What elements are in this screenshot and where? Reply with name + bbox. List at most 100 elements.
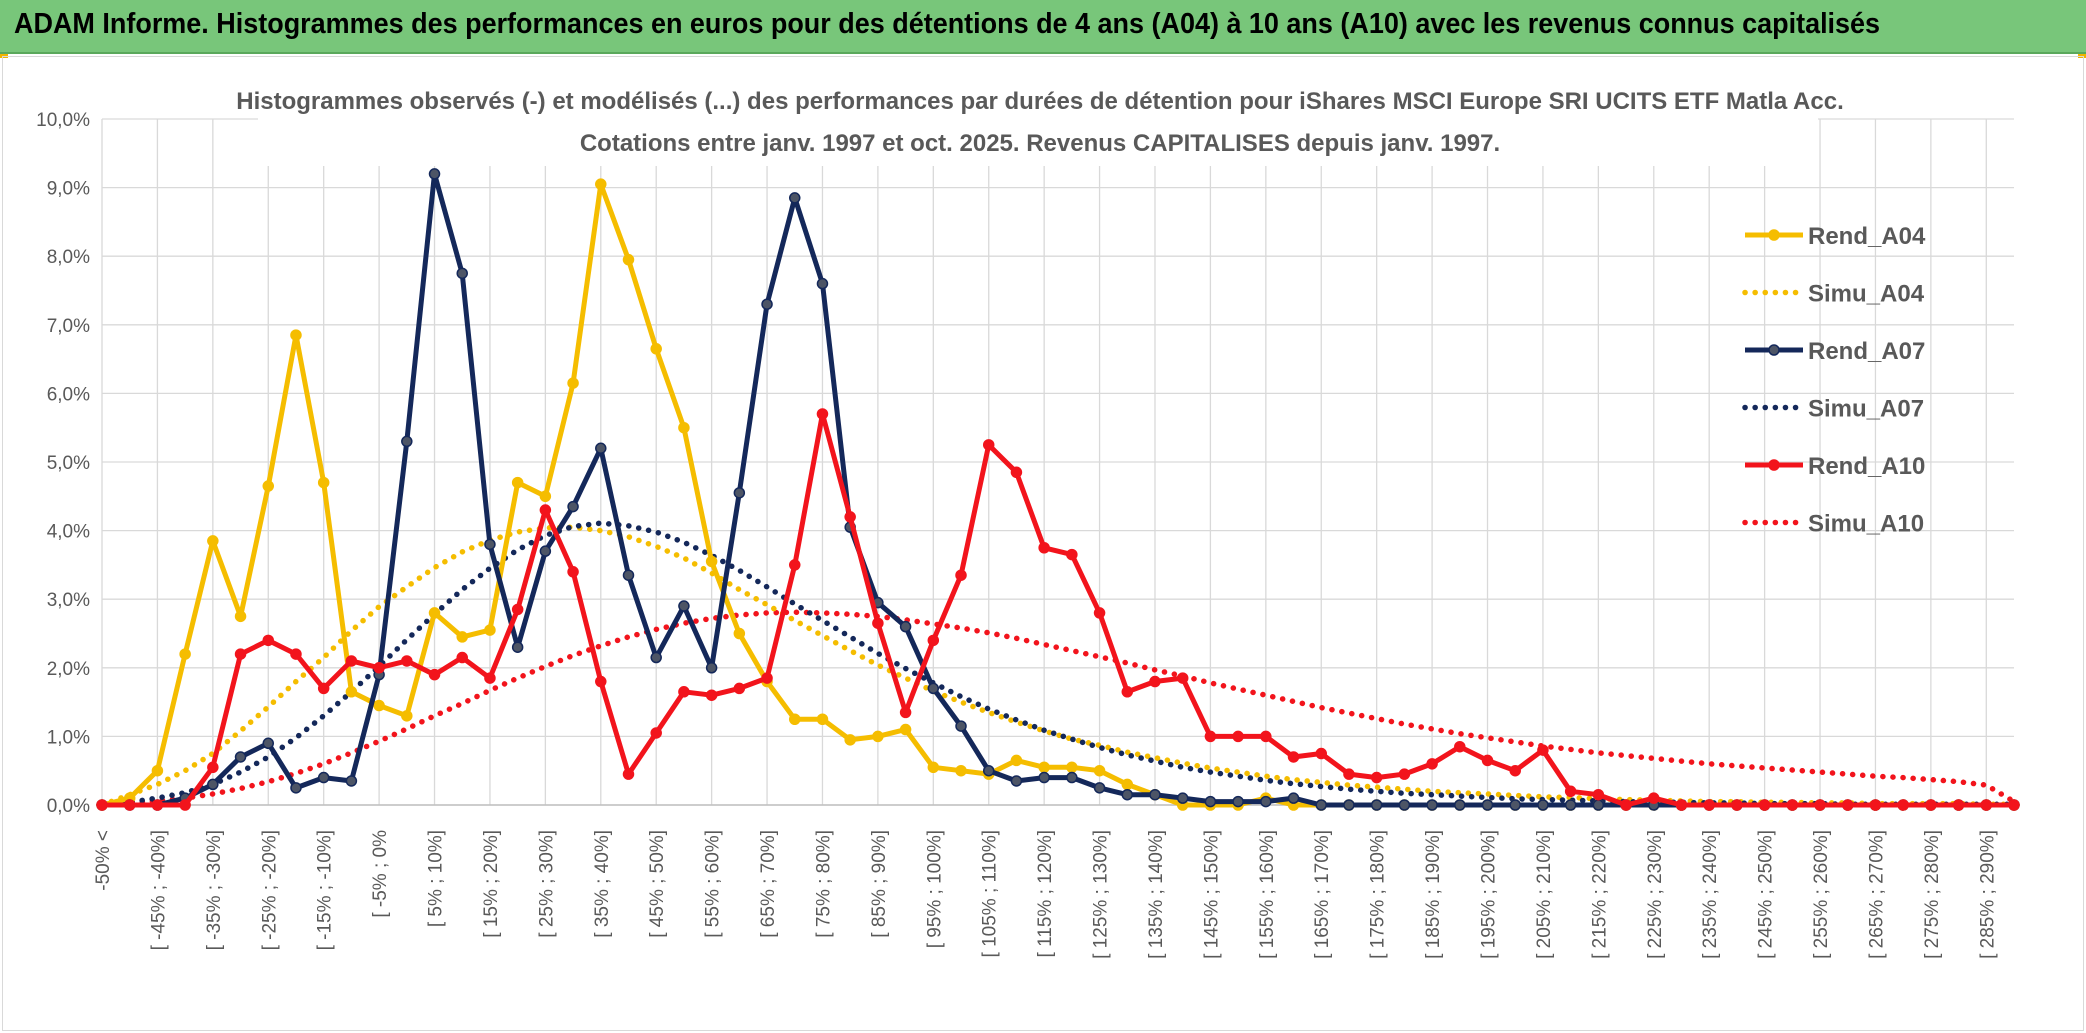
data-point (1232, 795, 1244, 808)
data-point (511, 603, 524, 616)
legend-label: Simu_A04 (1808, 281, 1925, 308)
data-point (595, 675, 607, 688)
data-point (179, 799, 191, 811)
x-axis: -50% < [ -45% ; -40%] [ -35% ; -30%] [ -25%… (93, 804, 2014, 959)
x-tick-label: [ 85% ; 90%] (869, 830, 890, 938)
data-point (1343, 768, 1355, 780)
data-point (317, 771, 330, 784)
data-point (1260, 730, 1272, 743)
x-tick-label: [ -25% ; -20%] (259, 830, 280, 950)
data-point (816, 713, 829, 725)
data-point (1315, 747, 1327, 760)
series-markers-rend-a10 (96, 408, 2020, 811)
x-tick-label: [ 205% ; 210%] (1534, 830, 1555, 959)
data-point (1841, 799, 1854, 811)
data-point (1370, 771, 1383, 784)
legend-marker (1768, 459, 1780, 471)
data-point (1731, 799, 1743, 811)
data-point (1758, 799, 1771, 811)
x-tick-label: [ 215% ; 220%] (1589, 830, 1610, 959)
data-point (456, 631, 468, 643)
data-point (428, 168, 441, 180)
data-point (622, 253, 635, 266)
data-point (1869, 799, 1882, 811)
data-point (982, 439, 995, 451)
data-point (511, 476, 524, 489)
x-tick-label: [ 245% ; 250%] (1756, 830, 1777, 959)
series-line-simu-a10 (99, 609, 2017, 808)
legend-label: Simu_A10 (1808, 511, 1924, 538)
x-tick-label: [ 255% ; 260%] (1811, 830, 1832, 959)
data-point (1564, 785, 1577, 798)
legend: Rend_A04 Simu_A04 Rend_A07 Simu_A07 Rend_A10… (1742, 223, 1926, 538)
data-point (1204, 730, 1217, 743)
x-tick-label: [ 115% ; 120%] (1035, 830, 1056, 957)
data-point (789, 713, 801, 725)
data-point (262, 480, 275, 492)
data-point (1398, 799, 1411, 811)
x-tick-label: [ 5% ; 10%] (426, 830, 447, 927)
data-point (872, 730, 884, 743)
data-point (927, 682, 940, 695)
data-point (872, 617, 884, 629)
data-point (1786, 799, 1799, 811)
data-point (262, 737, 275, 750)
data-point (1703, 799, 1715, 811)
data-point (373, 662, 385, 674)
data-point (678, 600, 690, 612)
data-point (761, 672, 773, 684)
y-tick-label: 10,0% (36, 110, 90, 131)
data-point (705, 662, 718, 674)
data-point (539, 504, 552, 516)
data-point (1592, 799, 1605, 811)
data-point (484, 624, 496, 636)
data-point (844, 734, 856, 746)
data-point (816, 408, 829, 420)
y-tick-label: 2,0% (47, 659, 90, 680)
data-point (1370, 799, 1383, 811)
data-point (456, 651, 468, 664)
data-point (1149, 675, 1161, 688)
data-point (207, 778, 219, 791)
data-point (844, 511, 856, 523)
data-point (1426, 799, 1438, 811)
data-point (207, 761, 219, 774)
data-point (234, 648, 247, 660)
data-point (650, 651, 662, 664)
data-point (982, 764, 995, 777)
x-tick-label: [ 75% ; 80%] (813, 830, 834, 938)
title-backdrop (258, 84, 1818, 166)
data-point (1121, 778, 1134, 791)
data-point (789, 192, 801, 204)
data-point (539, 545, 552, 557)
data-point (927, 761, 940, 774)
data-point (595, 442, 607, 455)
data-point (456, 267, 468, 280)
x-tick-label: [ 265% ; 270%] (1866, 830, 1887, 959)
data-point (1509, 799, 1521, 811)
data-point (1398, 768, 1411, 780)
data-point (1564, 799, 1577, 811)
data-point (484, 672, 496, 684)
data-point (1093, 607, 1106, 619)
data-point (927, 634, 940, 647)
data-point (511, 641, 524, 653)
data-point (899, 723, 912, 736)
y-tick-label: 8,0% (47, 247, 90, 268)
data-point (262, 634, 275, 647)
legend-marker (1768, 229, 1780, 241)
x-tick-label: [ 15% ; 20%] (481, 830, 502, 938)
data-point (1121, 686, 1134, 698)
legend-label: Rend_A04 (1808, 223, 1926, 250)
data-point (1232, 730, 1244, 743)
x-tick-label: [ 25% ; 30%] (536, 830, 557, 938)
series-line-simu-a04 (99, 524, 2017, 808)
chart-frame (2, 56, 2084, 1031)
legend-item-simu-a07: Simu_A07 (1742, 396, 1924, 423)
data-point (290, 329, 302, 341)
series-markers-rend-a07 (96, 168, 2020, 811)
data-point (1066, 771, 1078, 784)
data-point (345, 686, 358, 698)
chart-title: Histogrammes observés (-) et modélisés (… (236, 88, 1844, 115)
